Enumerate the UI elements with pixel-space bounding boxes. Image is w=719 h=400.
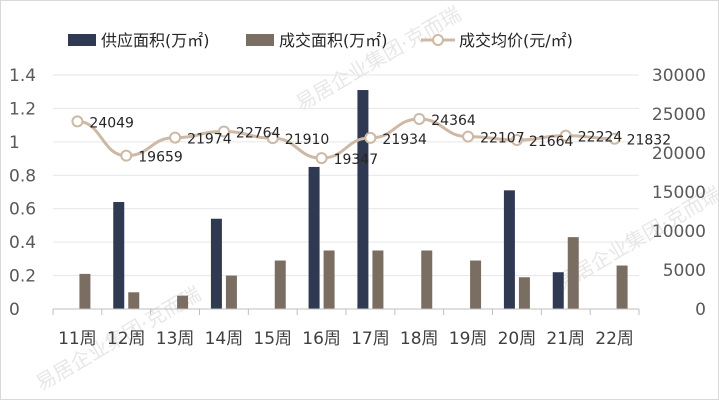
- avg-price-data-label: 19347: [334, 152, 379, 168]
- y-right-tick-label: 0: [695, 300, 706, 320]
- y-right-tick-label: 25000: [652, 105, 706, 125]
- legend-avg-marker: [432, 34, 444, 46]
- deal-bar: [323, 250, 335, 309]
- deal-bar: [372, 250, 384, 309]
- deal-bar: [177, 295, 189, 309]
- x-category-label: 16周: [302, 329, 341, 349]
- y-right-tick-label: 30000: [652, 66, 706, 86]
- x-category-label: 19周: [449, 329, 488, 349]
- avg-price-point: [559, 129, 572, 142]
- y-right-tick-label: 10000: [652, 222, 706, 242]
- supply-bar: [552, 272, 564, 309]
- avg-price-data-label: 21910: [285, 132, 330, 148]
- avg-price-point: [413, 112, 426, 125]
- avg-price-data-label: 21664: [529, 134, 574, 150]
- y-left-tick-label: 0.2: [9, 267, 36, 287]
- avg-price-data-label: 22107: [480, 131, 525, 147]
- avg-price-data-label: 21934: [382, 132, 427, 148]
- y-right-tick-label: 5000: [663, 261, 706, 281]
- avg-price-data-label: 24049: [89, 115, 134, 131]
- deal-bar: [616, 265, 628, 309]
- x-category-label: 14周: [205, 329, 244, 349]
- x-category-label: 18周: [400, 329, 439, 349]
- avg-price-point: [608, 132, 621, 145]
- legend: 供应面积(万㎡) 成交面积(万㎡) 成交均价(元/㎡): [68, 31, 573, 50]
- x-category-label: 12周: [107, 329, 146, 349]
- supply-bar: [503, 190, 515, 309]
- x-category-label: 20周: [498, 329, 537, 349]
- avg-price-point: [364, 131, 377, 144]
- legend-avg-label: 成交均价(元/㎡): [459, 31, 573, 50]
- avg-price-point: [217, 125, 230, 138]
- avg-price-point: [266, 132, 279, 145]
- supply-bar: [113, 202, 125, 309]
- supply-bar: [357, 90, 369, 310]
- y-left-tick-label: 0: [9, 300, 20, 320]
- avg-price-data-label: 22224: [578, 130, 623, 146]
- avg-price-data-label: 19659: [138, 150, 183, 166]
- supply-bar: [308, 166, 320, 309]
- axes: 0 0.2 0.4 0.6 0.8 1 1.2 1.4 0 5000 10000 15000 20000…: [9, 66, 706, 349]
- y-left-tick-label: 1.4: [9, 66, 36, 86]
- deal-bar: [567, 237, 579, 309]
- y-left-tick-label: 0.4: [9, 233, 36, 253]
- x-category-label: 22周: [595, 329, 634, 349]
- x-category-label: 17周: [351, 329, 390, 349]
- deal-bar: [274, 260, 286, 309]
- avg-price-point: [510, 134, 523, 147]
- deal-bar: [470, 260, 482, 309]
- avg-price-data-label: 22764: [236, 125, 281, 141]
- legend-deal-swatch: [246, 34, 274, 46]
- x-category-label: 13周: [156, 329, 195, 349]
- watermark-text: 易居企业集团·克而瑞: [292, 1, 465, 115]
- y-right-tick-label: 15000: [652, 183, 706, 203]
- legend-supply-label: 供应面积(万㎡): [101, 31, 210, 50]
- deal-bar: [128, 292, 140, 309]
- avg-price-point: [71, 115, 84, 128]
- deal-bar: [518, 277, 530, 309]
- y-left-tick-label: 1: [9, 133, 20, 153]
- avg-price-data-label: 21832: [627, 133, 672, 149]
- avg-price-point: [462, 130, 475, 143]
- y-left-tick-label: 0.8: [9, 166, 36, 186]
- y-left-tick-label: 1.2: [9, 99, 36, 119]
- bars: [79, 90, 628, 310]
- avg-price-point: [315, 152, 328, 165]
- avg-price-data-label: 24364: [431, 113, 476, 129]
- avg-price-line: [71, 112, 621, 165]
- deal-bar: [79, 273, 91, 309]
- x-category-label: 11周: [58, 329, 97, 349]
- avg-price-data-label: 21974: [187, 132, 232, 148]
- deal-bar: [225, 275, 237, 309]
- x-category-label: 15周: [253, 329, 292, 349]
- y-left-tick-label: 0.6: [9, 200, 36, 220]
- supply-bar: [210, 218, 222, 309]
- legend-supply-swatch: [68, 34, 96, 46]
- legend-deal-label: 成交面积(万㎡): [279, 31, 388, 50]
- y-right-tick-label: 20000: [652, 144, 706, 164]
- avg-price-point: [120, 149, 133, 162]
- gridlines: [53, 74, 639, 277]
- avg-price-point: [169, 131, 182, 144]
- x-category-label: 21周: [546, 329, 585, 349]
- deal-bar: [421, 250, 433, 309]
